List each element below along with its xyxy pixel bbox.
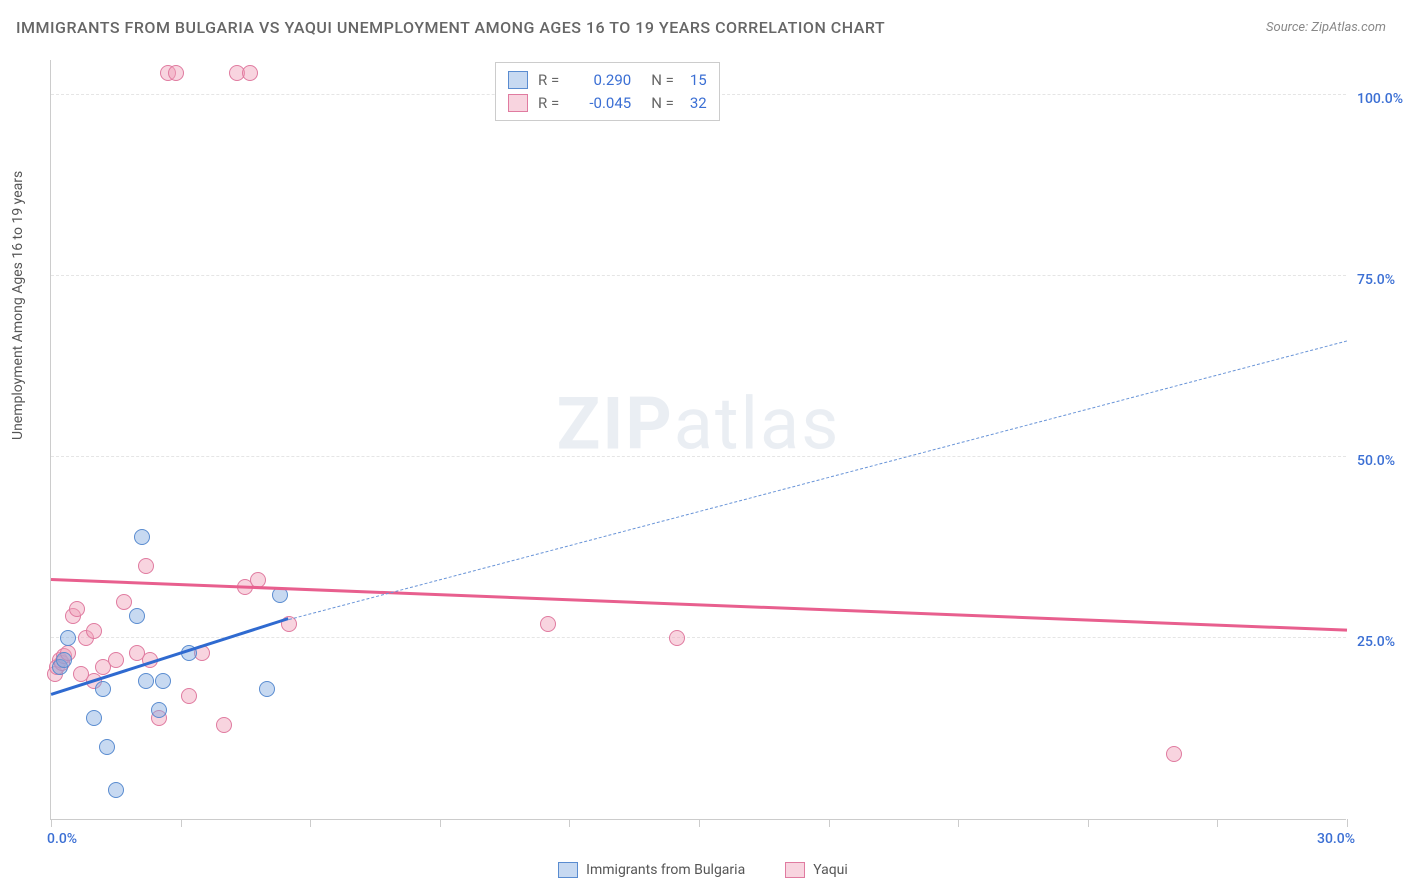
chart-plot-area: ZIPatlas 25.0%50.0%75.0%100.0%0.0%30.0% (50, 60, 1346, 820)
data-point (216, 717, 232, 733)
stats-legend: R = 0.290 N = 15 R = -0.045 N = 32 (495, 62, 720, 121)
swatch-blue-icon (508, 71, 528, 89)
data-point (151, 702, 167, 718)
data-point (108, 652, 124, 668)
x-tick-label: 30.0% (1317, 831, 1355, 847)
swatch-pink-icon (785, 862, 805, 878)
x-tick (310, 819, 311, 827)
data-point (168, 65, 184, 81)
chart-title: IMMIGRANTS FROM BULGARIA VS YAQUI UNEMPL… (16, 18, 885, 37)
watermark-light: atlas (674, 382, 841, 467)
data-point (138, 673, 154, 689)
n-label-blue: N = (651, 69, 674, 92)
data-point (56, 652, 72, 668)
stats-row-blue: R = 0.290 N = 15 (508, 69, 707, 92)
n-label-pink: N = (651, 92, 674, 115)
x-tick (699, 819, 700, 827)
data-point (69, 601, 85, 617)
gridline (51, 275, 1346, 276)
n-value-blue: 15 (690, 69, 707, 92)
data-point (73, 666, 89, 682)
legend-pink-label: Yaqui (813, 862, 848, 878)
series-legend: Immigrants from Bulgaria Yaqui (0, 862, 1406, 878)
data-point (1166, 746, 1182, 762)
data-point (138, 558, 154, 574)
data-point (540, 616, 556, 632)
y-tick-label: 100.0% (1357, 91, 1406, 107)
data-point (242, 65, 258, 81)
y-tick-label: 75.0% (1357, 272, 1406, 288)
trend-line (51, 578, 1347, 631)
y-tick-label: 25.0% (1357, 634, 1406, 650)
legend-blue-label: Immigrants from Bulgaria (586, 862, 745, 878)
r-label-pink: R = (538, 92, 559, 115)
data-point (129, 608, 145, 624)
trend-line (288, 340, 1347, 620)
data-point (181, 688, 197, 704)
y-axis-title: Unemployment Among Ages 16 to 19 years (10, 171, 26, 440)
x-tick (440, 819, 441, 827)
x-tick-label: 0.0% (47, 831, 77, 847)
source-label: Source: ZipAtlas.com (1266, 20, 1386, 35)
x-tick (51, 819, 52, 827)
r-value-blue: 0.290 (575, 69, 631, 92)
stats-row-pink: R = -0.045 N = 32 (508, 92, 707, 115)
r-label-blue: R = (538, 69, 559, 92)
data-point (669, 630, 685, 646)
gridline (51, 456, 1346, 457)
data-point (86, 623, 102, 639)
x-tick (958, 819, 959, 827)
y-tick-label: 50.0% (1357, 453, 1406, 469)
watermark: ZIPatlas (557, 382, 841, 467)
x-tick (1088, 819, 1089, 827)
data-point (116, 594, 132, 610)
data-point (95, 681, 111, 697)
data-point (155, 673, 171, 689)
n-value-pink: 32 (690, 92, 707, 115)
data-point (134, 529, 150, 545)
data-point (99, 739, 115, 755)
swatch-blue-icon (558, 862, 578, 878)
x-tick (1347, 819, 1348, 827)
x-tick (569, 819, 570, 827)
data-point (259, 681, 275, 697)
data-point (86, 710, 102, 726)
data-point (60, 630, 76, 646)
gridline (51, 637, 1346, 638)
x-tick (181, 819, 182, 827)
swatch-pink-icon (508, 94, 528, 112)
x-tick (829, 819, 830, 827)
data-point (108, 782, 124, 798)
r-value-pink: -0.045 (575, 92, 631, 115)
x-tick (1217, 819, 1218, 827)
watermark-bold: ZIP (557, 382, 674, 467)
